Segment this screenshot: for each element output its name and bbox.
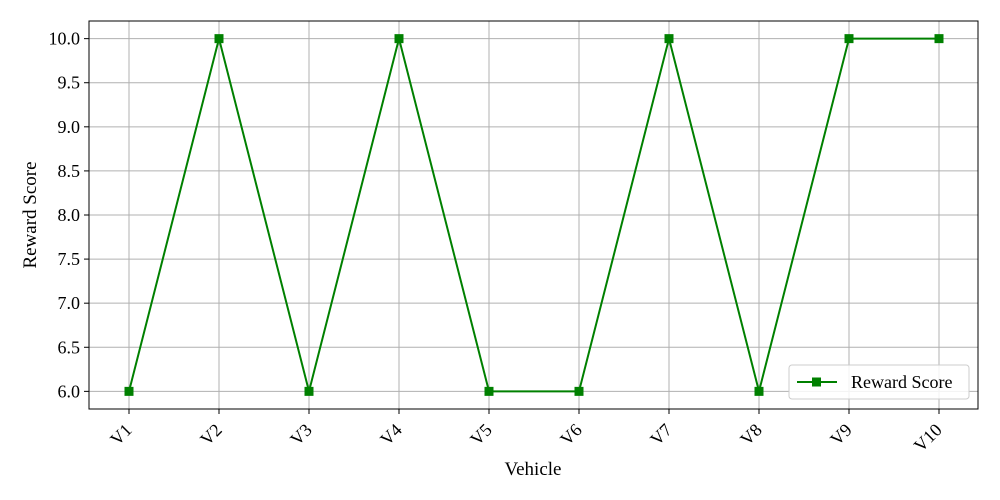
data-point-marker bbox=[304, 386, 314, 396]
x-tick-label: V10 bbox=[910, 420, 946, 456]
legend-box bbox=[788, 364, 970, 400]
y-tick-label: 9.0 bbox=[58, 117, 81, 137]
grid bbox=[89, 21, 978, 409]
data-point-marker bbox=[934, 34, 944, 44]
x-tick-label: V5 bbox=[466, 420, 496, 450]
legend-marker bbox=[812, 377, 821, 387]
y-tick-label: 6.0 bbox=[58, 381, 81, 401]
x-tick-label: V7 bbox=[646, 420, 676, 450]
x-tick-label: V3 bbox=[286, 420, 316, 450]
y-tick-label: 7.5 bbox=[58, 249, 81, 269]
legend: Reward Score bbox=[788, 364, 970, 400]
x-tick-label: V9 bbox=[826, 420, 856, 450]
x-axis-label: Vehicle bbox=[505, 459, 562, 480]
data-point-marker bbox=[214, 34, 224, 44]
data-point-marker bbox=[754, 386, 764, 396]
x-tick-label: V8 bbox=[736, 420, 766, 450]
x-tick-label: V4 bbox=[376, 420, 406, 450]
series-line bbox=[128, 37, 939, 393]
y-tick-label: 8.5 bbox=[58, 161, 81, 181]
data-point-marker bbox=[844, 34, 854, 44]
data-point-marker bbox=[484, 386, 494, 396]
data-point-marker bbox=[394, 34, 404, 44]
y-tick-label: 8.0 bbox=[58, 205, 81, 225]
data-point-marker bbox=[574, 386, 584, 396]
x-tick-label: V6 bbox=[556, 420, 586, 450]
data-point-marker bbox=[664, 34, 674, 44]
y-axis-label: Reward Score bbox=[20, 161, 41, 268]
y-axis: 6.0 6.5 7.0 7.5 8.0 8.5 9.0 9.5 10.0 bbox=[49, 29, 89, 401]
x-tick-label: V2 bbox=[196, 420, 226, 450]
y-tick-label: 7.0 bbox=[58, 293, 81, 313]
data-point-marker bbox=[124, 386, 134, 396]
legend-label: Reward Score bbox=[851, 372, 952, 392]
y-tick-label: 9.5 bbox=[58, 73, 81, 93]
series-layer bbox=[124, 34, 944, 396]
x-tick-label: V1 bbox=[106, 420, 136, 450]
y-tick-label: 10.0 bbox=[49, 29, 81, 49]
x-axis: V1 V2 V3 V4 V5 V6 V7 V8 V9 V10 bbox=[106, 409, 946, 456]
y-tick-label: 6.5 bbox=[58, 337, 81, 357]
